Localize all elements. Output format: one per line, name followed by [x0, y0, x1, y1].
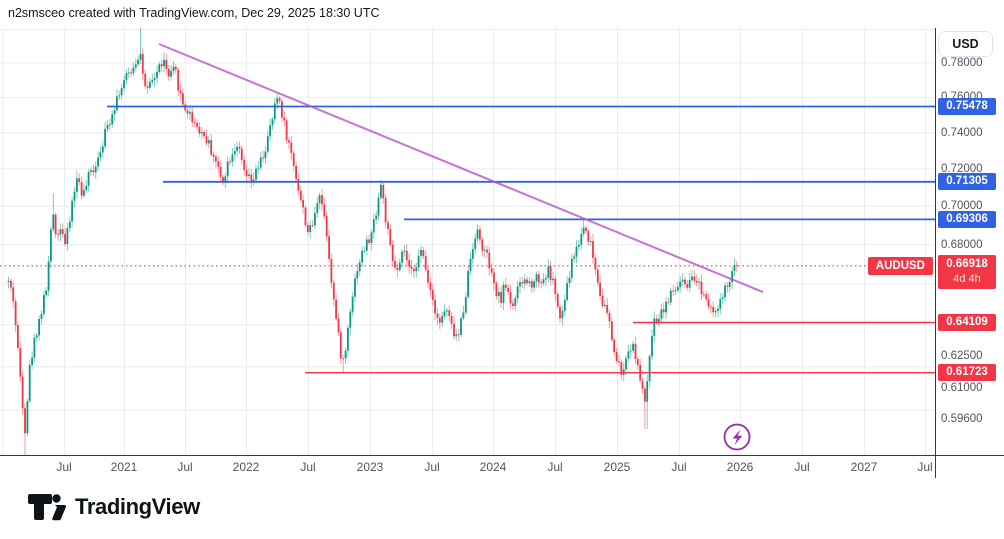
time-axis-label: 2027 [850, 460, 878, 474]
candles-layer [7, 28, 738, 455]
bar-close-countdown: 4d 4h [953, 272, 981, 285]
time-axis-label: 2024 [479, 460, 507, 474]
price-axis-label: 0.61000 [941, 382, 983, 395]
plot-area[interactable] [0, 26, 935, 455]
time-axis-label: 2023 [356, 460, 384, 474]
level-lines-layer[interactable] [107, 105, 935, 374]
level-price-badge: 0.61723 [938, 364, 996, 382]
time-axis-label: Jul [547, 460, 563, 474]
level-price-badge: 0.64109 [938, 314, 996, 331]
last-price-badge: 0.66918 4d 4h [938, 254, 996, 289]
price-axis[interactable]: 0.780000.760000.740000.720000.700000.680… [936, 28, 1004, 455]
time-axis-label: Jul [300, 460, 316, 474]
last-price-value: 0.66918 [946, 257, 988, 270]
descending-trendline[interactable] [158, 43, 764, 294]
tradingview-logo[interactable]: TradingView [28, 492, 200, 522]
tradingview-logo-text: TradingView [75, 494, 200, 519]
time-axis-label: 2021 [110, 460, 138, 474]
time-axis-label: Jul [671, 460, 687, 474]
time-axis[interactable]: Jul 2021 Jul 2022 Jul 2023 Jul 2024 Jul 2025 Jul 20… [0, 456, 1004, 480]
time-axis-label: Jul [56, 460, 72, 474]
time-axis-border [0, 455, 1004, 456]
time-axis-label: 2026 [726, 460, 754, 474]
lightning-marker[interactable] [723, 423, 751, 451]
grid-layer [0, 28, 935, 455]
currency-usd-button[interactable]: USD [938, 31, 993, 57]
candlestick-chart-canvas[interactable] [0, 0, 936, 455]
level-price-badge: 0.75478 [938, 98, 996, 116]
price-axis-label: 0.59600 [941, 413, 983, 425]
time-axis-label: 2022 [232, 460, 260, 474]
symbol-price-line-badge: AUDUSD [867, 256, 933, 275]
tradingview-logo-icon [28, 494, 66, 521]
price-axis-label: 0.62500 [941, 350, 983, 363]
price-axis-label: 0.72000 [941, 162, 983, 175]
level-price-badge: 0.69306 [938, 210, 996, 228]
time-axis-label: Jul [917, 460, 933, 474]
price-axis-label: 0.74000 [941, 126, 983, 139]
time-axis-label: Jul [794, 460, 810, 474]
price-axis-border [935, 28, 936, 478]
level-price-badge: 0.71305 [938, 173, 996, 191]
price-axis-label: 0.68000 [941, 238, 983, 251]
time-axis-label: Jul [177, 460, 193, 474]
time-axis-label: Jul [424, 460, 440, 474]
time-axis-label: 2025 [603, 460, 631, 474]
price-axis-label: 0.70000 [941, 200, 983, 213]
chart-attribution-title: n2smsceo created with TradingView.com, D… [8, 6, 380, 20]
price-axis-label: 0.78000 [941, 57, 983, 70]
